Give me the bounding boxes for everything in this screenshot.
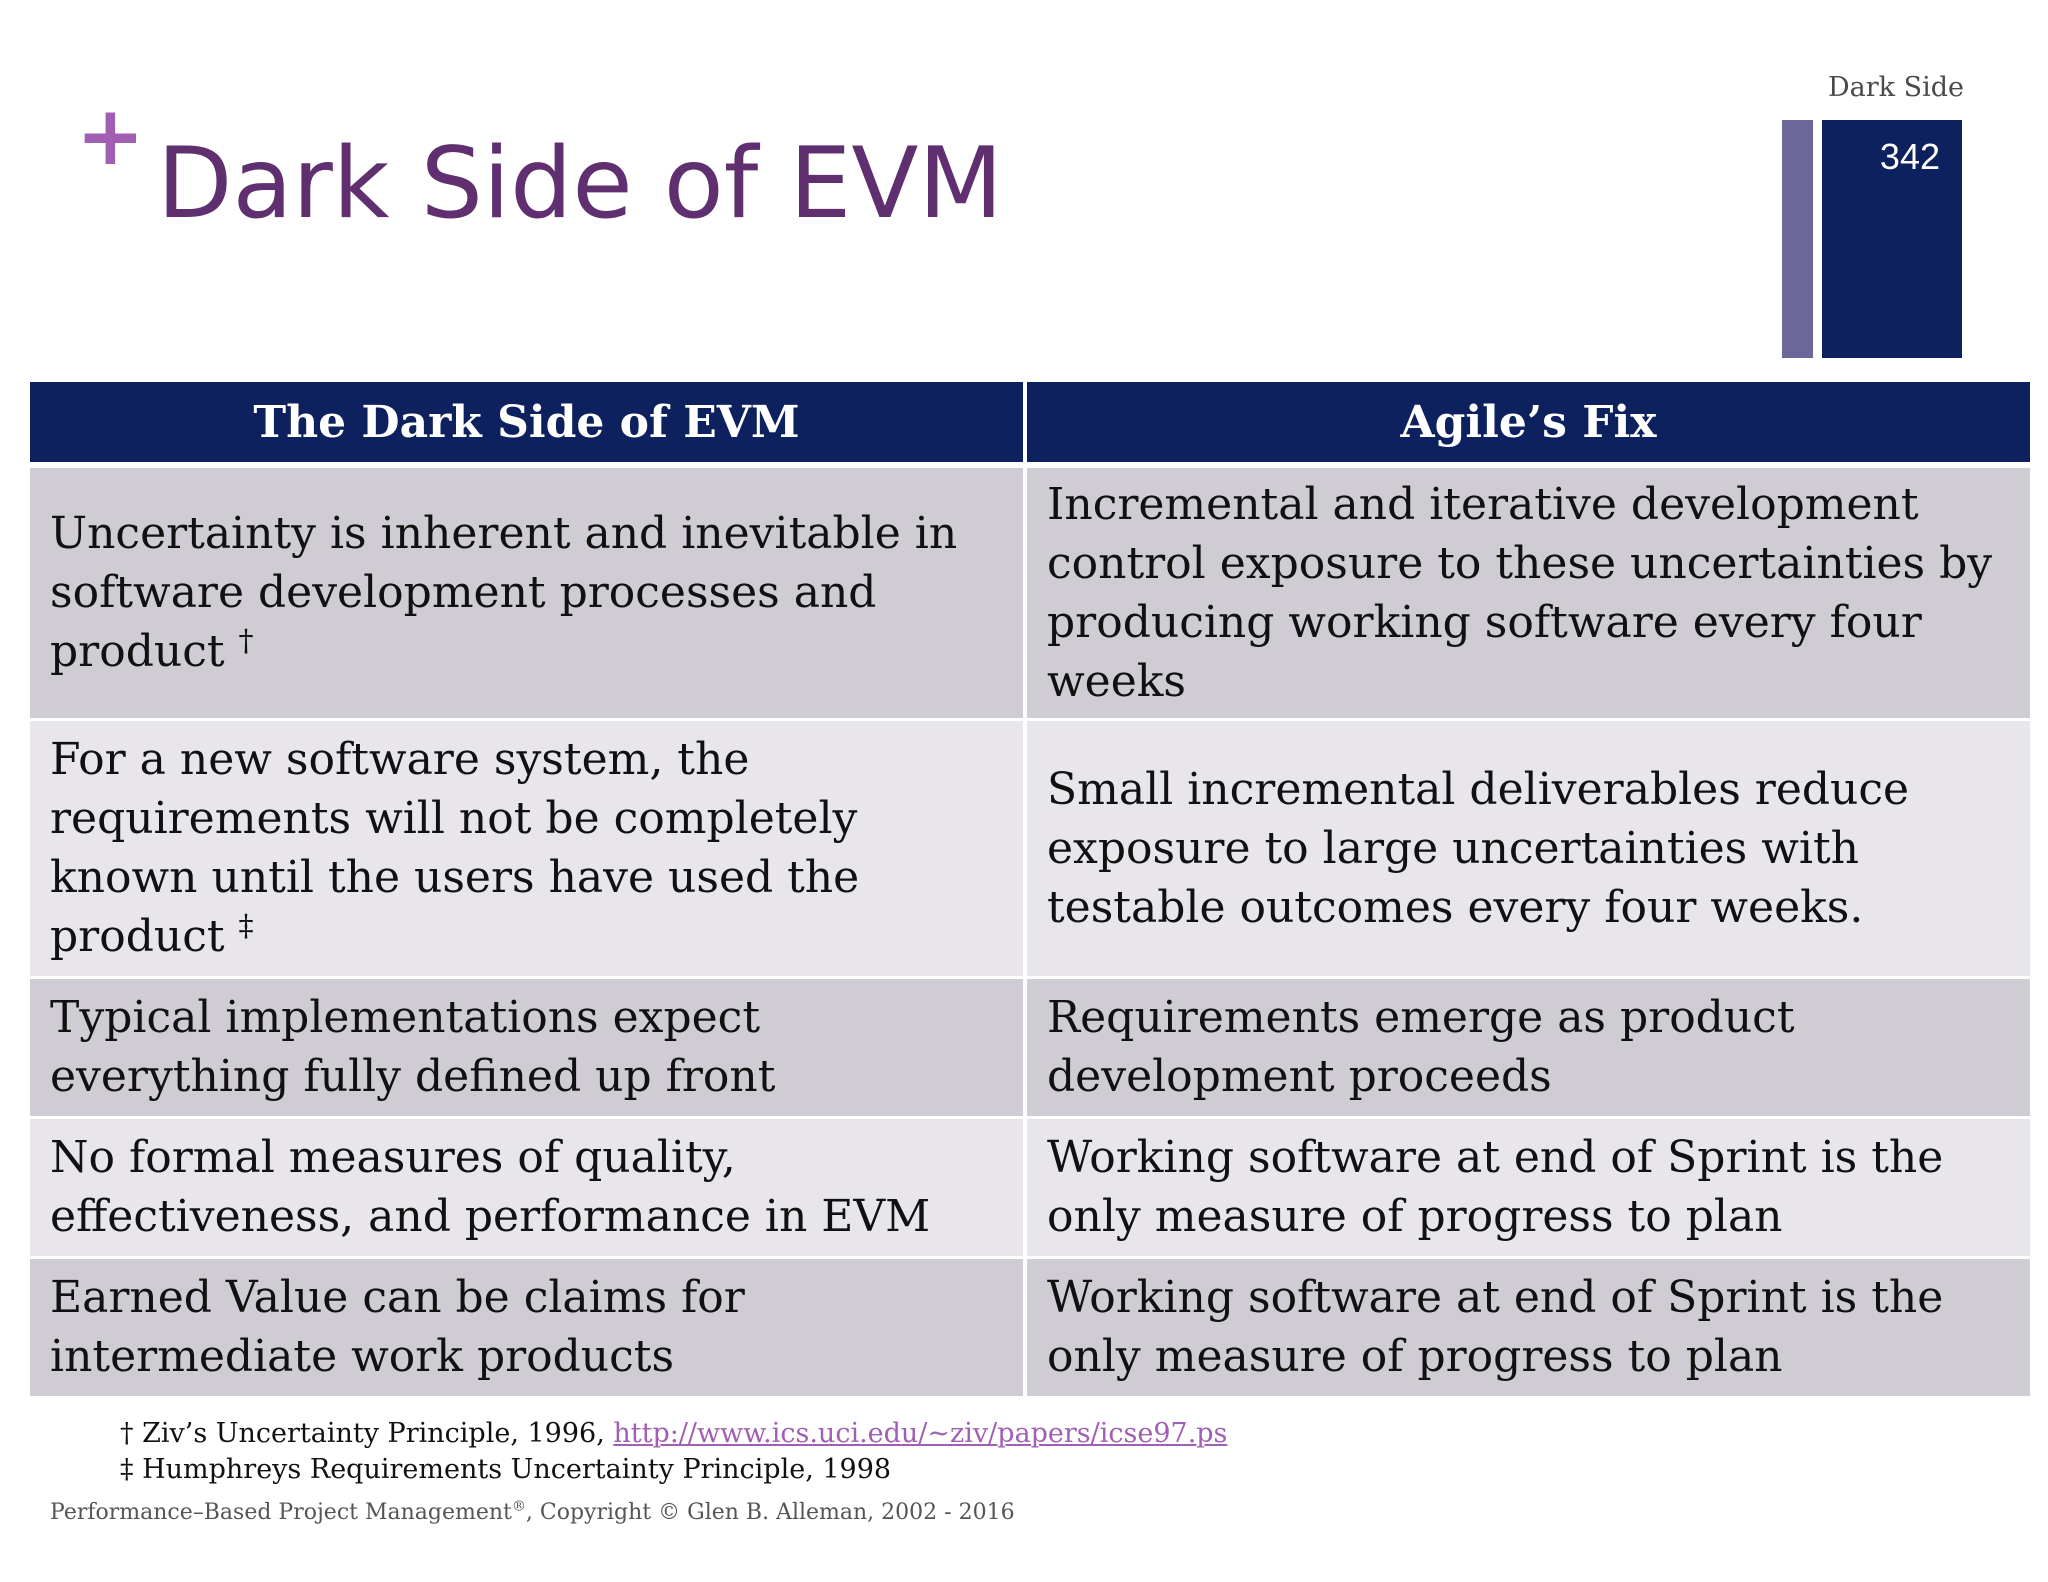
column-header-agile-fix: Agile’s Fix: [1025, 382, 2030, 468]
table-cell-agile-fix: Working software at end of Sprint is the…: [1025, 1257, 2030, 1399]
plus-icon: +: [76, 89, 145, 184]
table-cell-agile-fix: Incremental and iterative development co…: [1025, 465, 2030, 721]
footnote-2: ‡ Humphreys Requirements Uncertainty Pri…: [120, 1454, 892, 1485]
section-label: Dark Side: [1828, 72, 1964, 103]
copyright-suffix: , Copyright © Glen B. Alleman, 2002 - 20…: [525, 1500, 1015, 1525]
footnote-mark: ‡: [238, 908, 254, 944]
table-cell-dark-side: Typical implementations expect everythin…: [30, 977, 1027, 1119]
table-header-row: The Dark Side of EVM Agile’s Fix: [30, 382, 2030, 468]
table-cell-dark-side: For a new software system, the requireme…: [30, 719, 1027, 979]
page-number: 342: [1879, 136, 1940, 177]
page-number-block: 342: [1822, 120, 1962, 358]
table-row: Typical implementations expect everythin…: [30, 977, 2030, 1119]
footnote-1-link[interactable]: http://www.ics.uci.edu/~ziv/papers/icse9…: [613, 1418, 1228, 1449]
registered-mark: ®: [511, 1498, 526, 1515]
footnote-mark: †: [238, 623, 254, 659]
footnotes: † Ziv’s Uncertainty Principle, 1996, htt…: [120, 1416, 1227, 1488]
column-header-dark-side: The Dark Side of EVM: [30, 382, 1027, 468]
copyright-prefix: Performance–Based Project Management: [50, 1500, 512, 1525]
footnote-1-text: † Ziv’s Uncertainty Principle, 1996,: [120, 1418, 614, 1449]
table-cell-dark-side: Earned Value can be claims for intermedi…: [30, 1257, 1027, 1399]
cell-text: For a new software system, the requireme…: [50, 734, 860, 962]
table-cell-agile-fix: Requirements emerge as product developme…: [1025, 977, 2030, 1119]
page-title: Dark Side of EVM: [157, 127, 1003, 241]
table-cell-agile-fix: Small incremental deliverables reduce ex…: [1025, 719, 2030, 979]
table-row: Uncertainty is inherent and inevitable i…: [30, 465, 2030, 721]
table-cell-dark-side: Uncertainty is inherent and inevitable i…: [30, 465, 1027, 721]
accent-bar: [1782, 120, 1813, 358]
footnote-1: † Ziv’s Uncertainty Principle, 1996, htt…: [120, 1416, 1227, 1452]
comparison-table: The Dark Side of EVM Agile’s Fix Uncerta…: [30, 382, 2030, 1399]
copyright-notice: Performance–Based Project Management®, C…: [50, 1500, 1015, 1525]
table-row: Earned Value can be claims for intermedi…: [30, 1257, 2030, 1399]
table-row: No formal measures of quality, effective…: [30, 1117, 2030, 1259]
table-row: For a new software system, the requireme…: [30, 719, 2030, 979]
cell-text: Uncertainty is inherent and inevitable i…: [50, 508, 958, 678]
table-cell-agile-fix: Working software at end of Sprint is the…: [1025, 1117, 2030, 1259]
table-cell-dark-side: No formal measures of quality, effective…: [30, 1117, 1027, 1259]
